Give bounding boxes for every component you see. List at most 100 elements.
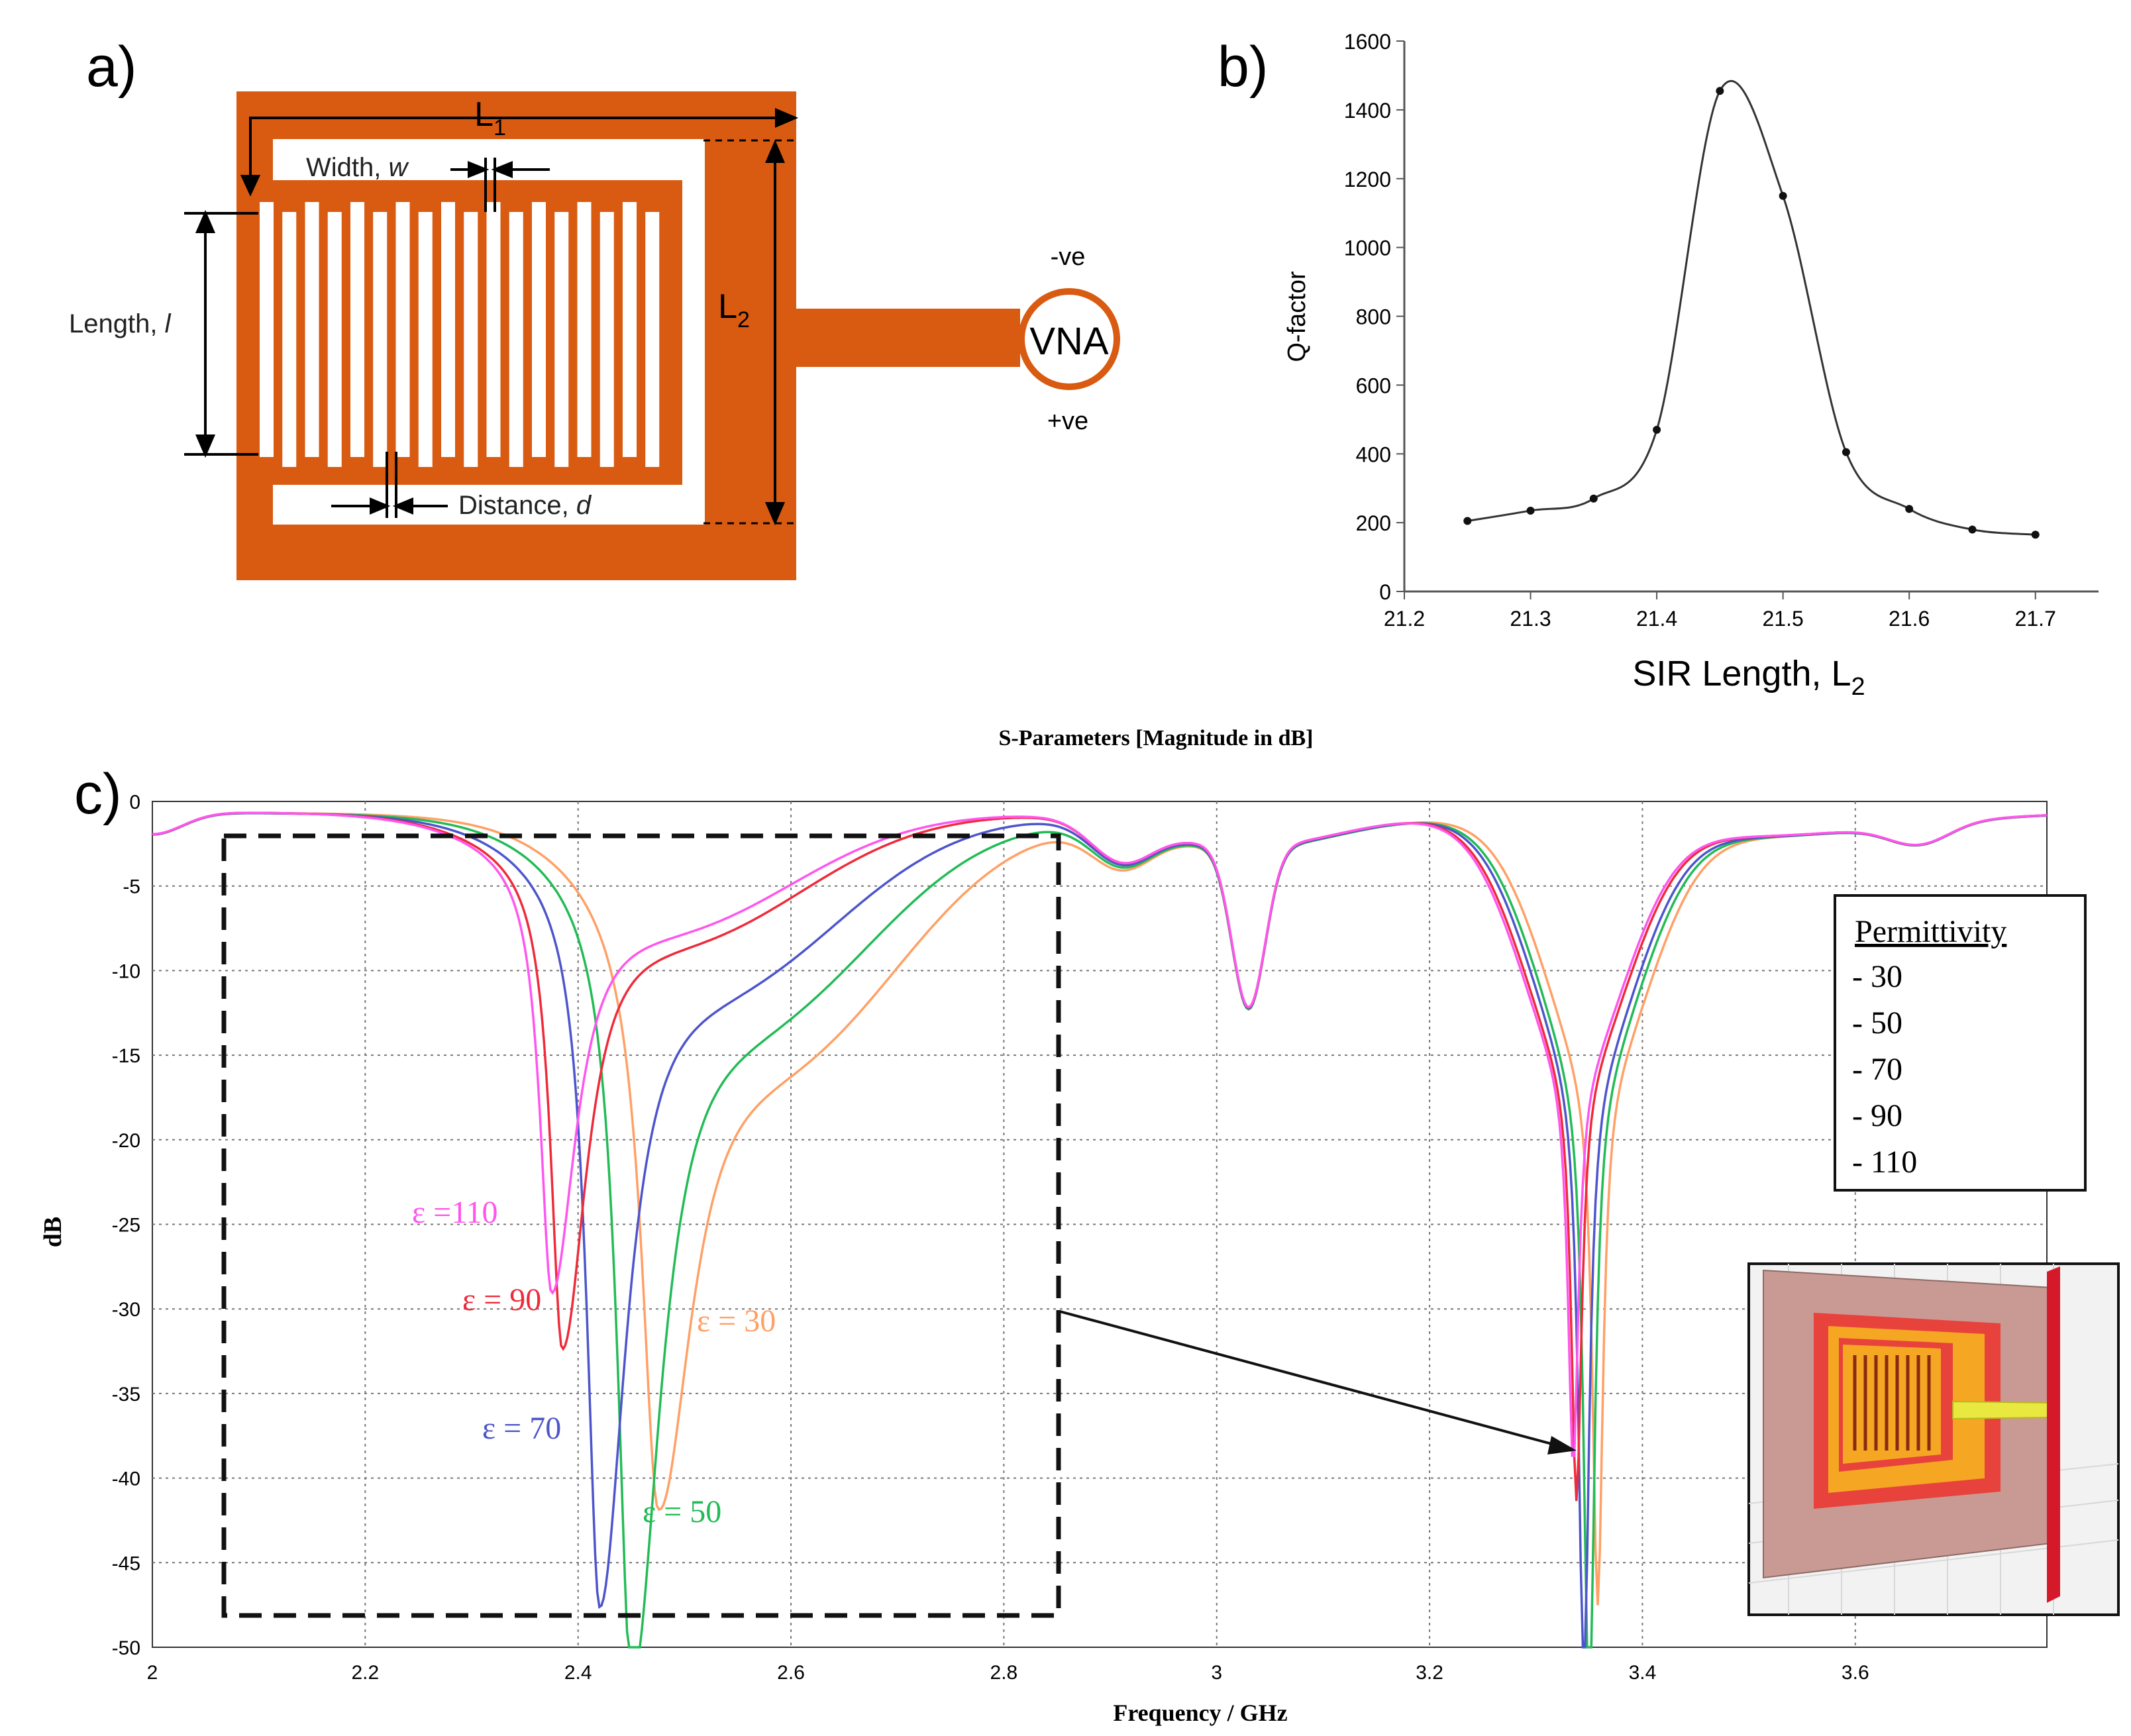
s-parameter-chart: c) S-Parameters [Magnitude in dB] 0 -5 -10… bbox=[39, 726, 2120, 1726]
meander-slot bbox=[305, 202, 319, 457]
vna-positive-label: +ve bbox=[1047, 407, 1088, 435]
q-x-tick-label: 21.2 bbox=[1384, 607, 1425, 631]
q-data-point bbox=[1905, 505, 1914, 513]
meander-slot bbox=[418, 212, 433, 467]
panel-c-label: c) bbox=[74, 762, 122, 826]
meander-slot bbox=[395, 202, 410, 457]
zoom-arrowhead bbox=[1547, 1436, 1577, 1455]
meander-slot bbox=[623, 202, 637, 457]
meander-slot bbox=[350, 202, 364, 457]
s-x-tick-label: 2.6 bbox=[777, 1662, 805, 1684]
q-y-tick-label: 600 bbox=[1356, 374, 1391, 397]
s-x-axis-label: Frequency / GHz bbox=[1113, 1700, 1287, 1726]
q-data-point bbox=[1779, 191, 1787, 200]
s-y-tick-label: -10 bbox=[112, 960, 140, 982]
length-dimension bbox=[184, 209, 258, 458]
q-factor-chart: b) 0 200 400 600 800 1000 1200 1400 1600 21.2 21.… bbox=[1218, 30, 2099, 701]
panel-b-label: b) bbox=[1218, 35, 1268, 99]
legend-item: - 50 bbox=[1852, 1005, 1902, 1041]
meander-slot bbox=[486, 202, 501, 457]
legend-item: - 90 bbox=[1852, 1098, 1902, 1133]
vna-label: VNA bbox=[1029, 320, 1109, 363]
l1-label: L1 bbox=[474, 95, 506, 140]
q-y-tick-label: 1400 bbox=[1344, 99, 1391, 123]
q-data-point bbox=[1463, 517, 1472, 525]
zoom-region-box bbox=[221, 833, 1061, 1618]
meander-slot bbox=[645, 212, 660, 467]
s-series-eps-30 bbox=[152, 811, 2048, 1606]
meander-slot bbox=[441, 202, 455, 457]
legend-item: - 70 bbox=[1852, 1052, 1902, 1087]
q-x-tick-label: 21.3 bbox=[1510, 607, 1551, 631]
q-data-point bbox=[1589, 494, 1598, 503]
q-data-point bbox=[1968, 525, 1977, 534]
s-x-tick-label: 2.4 bbox=[564, 1662, 592, 1684]
annotation-eps-50: ε = 50 bbox=[643, 1494, 721, 1529]
q-y-tick-label: 200 bbox=[1356, 511, 1391, 535]
meander-slot bbox=[327, 212, 342, 467]
q-data-point bbox=[1842, 448, 1850, 456]
s-y-tick-label: -40 bbox=[112, 1468, 140, 1490]
width-dimension bbox=[450, 158, 550, 212]
meander-slot bbox=[554, 212, 569, 467]
q-y-tick-label: 1000 bbox=[1344, 236, 1391, 260]
s-y-tick-label: -20 bbox=[112, 1130, 140, 1152]
q-x-axis-label: SIR Length, L2 bbox=[1632, 654, 1865, 701]
s-x-tick-label: 2.2 bbox=[351, 1662, 379, 1684]
annotation-eps-30: ε = 30 bbox=[697, 1303, 776, 1339]
meander-slots bbox=[260, 202, 660, 467]
s-chart-title: S-Parameters [Magnitude in dB] bbox=[998, 726, 1313, 750]
q-data-point bbox=[1716, 87, 1724, 95]
distance-dimension bbox=[331, 452, 448, 518]
s-y-tick-label: -45 bbox=[112, 1553, 140, 1574]
legend-item: - 110 bbox=[1852, 1145, 1917, 1180]
legend-title: Permittivity bbox=[1855, 914, 2006, 949]
q-data-point bbox=[1526, 506, 1535, 515]
resonator-schematic: a) VNA -ve +ve L1 L2 bbox=[69, 35, 1120, 580]
s-y-tick-label: 0 bbox=[129, 791, 140, 813]
s-x-tick-label: 3.6 bbox=[1842, 1662, 1869, 1684]
s-x-tick-label: 2 bbox=[147, 1662, 158, 1684]
panel-a-label: a) bbox=[86, 35, 136, 99]
vna-negative-label: -ve bbox=[1051, 243, 1086, 271]
s-x-tick-label: 2.8 bbox=[990, 1662, 1018, 1684]
s-y-tick-label: -30 bbox=[112, 1299, 140, 1321]
annotation-eps-70: ε = 70 bbox=[482, 1411, 561, 1446]
meander-slot bbox=[260, 202, 274, 457]
meander-slot bbox=[373, 212, 388, 467]
meander-slot bbox=[577, 202, 592, 457]
s-y-tick-label: -15 bbox=[112, 1045, 140, 1067]
s-y-tick-label: -5 bbox=[123, 876, 140, 898]
s-y-axis-label: dB bbox=[39, 1217, 67, 1247]
q-y-tick-label: 1600 bbox=[1344, 30, 1391, 54]
q-y-tick-label: 400 bbox=[1356, 442, 1391, 466]
q-y-tick-label: 0 bbox=[1379, 580, 1391, 604]
q-x-tick-label: 21.7 bbox=[2015, 607, 2056, 631]
s-series-eps-50 bbox=[152, 812, 2048, 1649]
s-y-tick-label: -35 bbox=[112, 1384, 140, 1405]
feed-line bbox=[795, 309, 1020, 367]
zoom-arrow bbox=[1059, 1310, 1557, 1447]
permittivity-legend: Permittivity - 30 - 50 - 70 - 90 - 110 bbox=[1834, 894, 2087, 1192]
meander-slot bbox=[282, 212, 297, 467]
meander-slot bbox=[599, 212, 614, 467]
q-data-point bbox=[2031, 531, 2040, 539]
l1-dimension bbox=[240, 107, 799, 197]
q-x-tick-label: 21.5 bbox=[1762, 607, 1803, 631]
s-series-eps-110 bbox=[152, 811, 2048, 1458]
q-x-tick-label: 21.6 bbox=[1889, 607, 1930, 631]
q-x-tick-label: 21.4 bbox=[1636, 607, 1677, 631]
distance-label: Distance, d bbox=[458, 491, 592, 520]
legend-item: - 30 bbox=[1852, 959, 1902, 994]
vna-port bbox=[1018, 288, 1120, 390]
meander-slot bbox=[532, 202, 546, 457]
q-y-axis-label: Q-factor bbox=[1283, 271, 1311, 362]
s-x-tick-label: 3.4 bbox=[1629, 1662, 1657, 1684]
resonator-3d-inset bbox=[1747, 1262, 2120, 1616]
annotation-eps-90: ε = 90 bbox=[462, 1282, 541, 1317]
s-y-tick-label: -50 bbox=[112, 1637, 140, 1659]
q-y-tick-label: 1200 bbox=[1344, 168, 1391, 191]
q-y-tick-label: 800 bbox=[1356, 305, 1391, 329]
q-data-point bbox=[1653, 425, 1661, 434]
